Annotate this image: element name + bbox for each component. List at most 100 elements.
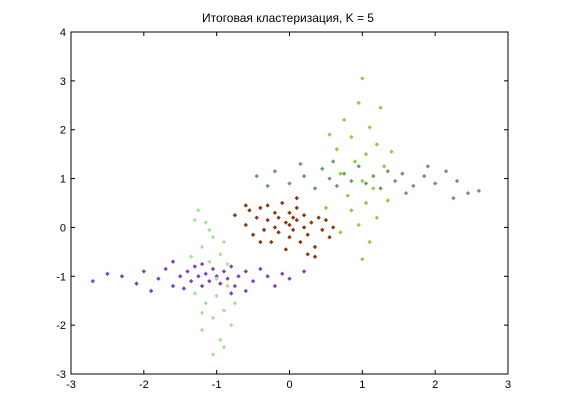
data-point [363, 151, 369, 157]
data-point [272, 169, 278, 174]
data-point [294, 195, 299, 201]
x-tick-label: -1 [212, 379, 222, 391]
data-point [312, 254, 318, 259]
data-point [476, 188, 482, 193]
data-point [371, 186, 376, 191]
data-point [294, 205, 299, 211]
data-point [243, 288, 248, 294]
y-tick-label: 0 [60, 222, 66, 234]
y-tick-label: 4 [60, 27, 66, 39]
data-point [232, 213, 238, 218]
data-point [280, 271, 285, 277]
data-point [316, 215, 321, 220]
data-point [425, 164, 431, 169]
data-point [199, 310, 205, 316]
cluster-1-points [232, 195, 336, 259]
data-point [287, 222, 292, 228]
data-point [323, 217, 329, 223]
data-point [345, 193, 350, 198]
data-point [236, 274, 241, 279]
data-point [225, 283, 230, 289]
data-point [305, 232, 310, 237]
data-point [221, 269, 227, 274]
x-tick-label: -3 [66, 379, 76, 391]
data-point [301, 269, 307, 274]
data-point [334, 183, 340, 189]
data-points [90, 76, 482, 357]
data-point [250, 278, 256, 284]
data-point [181, 286, 187, 291]
data-point [349, 134, 354, 140]
data-point [265, 217, 270, 223]
data-point [265, 183, 270, 189]
data-point [381, 164, 387, 169]
data-point [221, 239, 227, 245]
cluster-5-points [323, 76, 394, 262]
x-tick-label: 2 [432, 379, 438, 391]
data-point [269, 239, 274, 245]
data-point [272, 283, 278, 289]
data-point [254, 215, 259, 220]
y-axis-ticks: -3 -2 -1 0 1 2 3 4 [56, 27, 508, 381]
data-point [199, 261, 205, 267]
data-point [225, 261, 230, 267]
data-point [360, 256, 365, 262]
data-point [254, 173, 259, 179]
data-point [371, 173, 376, 179]
data-point [338, 230, 343, 235]
data-point [192, 264, 198, 269]
y-tick-label: 2 [60, 125, 66, 137]
data-point [331, 159, 336, 164]
data-point [298, 239, 303, 245]
data-point [272, 225, 278, 230]
data-point [243, 222, 248, 228]
data-point [229, 322, 234, 328]
data-point [210, 266, 216, 272]
data-point [349, 208, 354, 213]
data-point [258, 239, 263, 245]
y-tick-label: -3 [56, 369, 66, 381]
data-point [374, 142, 380, 147]
data-point [90, 278, 96, 284]
data-point [356, 164, 361, 169]
data-point [196, 208, 201, 213]
data-point [349, 178, 354, 184]
data-point [199, 283, 205, 289]
data-point [327, 132, 332, 137]
data-point [221, 308, 227, 313]
data-point [178, 274, 183, 279]
data-point [207, 278, 212, 284]
data-point [385, 169, 391, 174]
data-point [312, 186, 318, 191]
data-point [360, 76, 365, 81]
data-point [218, 252, 223, 257]
data-point [199, 327, 205, 333]
data-point [287, 276, 292, 281]
data-point [134, 281, 139, 286]
data-point [229, 264, 234, 269]
data-point [341, 117, 347, 123]
data-point [210, 235, 216, 240]
data-point [451, 195, 456, 201]
data-point [225, 276, 230, 281]
data-point [261, 227, 267, 233]
data-point [327, 235, 332, 240]
data-point [210, 315, 216, 321]
y-tick-label: -1 [56, 271, 66, 283]
data-point [105, 271, 110, 277]
x-axis-ticks: -3 -2 -1 0 1 2 3 [66, 32, 511, 391]
data-point [360, 178, 365, 184]
y-tick-label: 1 [60, 174, 66, 186]
data-point [203, 300, 208, 306]
x-tick-label: -2 [139, 379, 149, 391]
data-point [119, 274, 125, 279]
data-point [301, 225, 307, 230]
data-point [156, 276, 161, 281]
data-point [258, 266, 263, 272]
data-point [265, 203, 270, 208]
data-point [356, 222, 361, 228]
y-tick-label: -2 [56, 320, 66, 332]
data-point [243, 203, 248, 208]
data-point [199, 244, 205, 250]
